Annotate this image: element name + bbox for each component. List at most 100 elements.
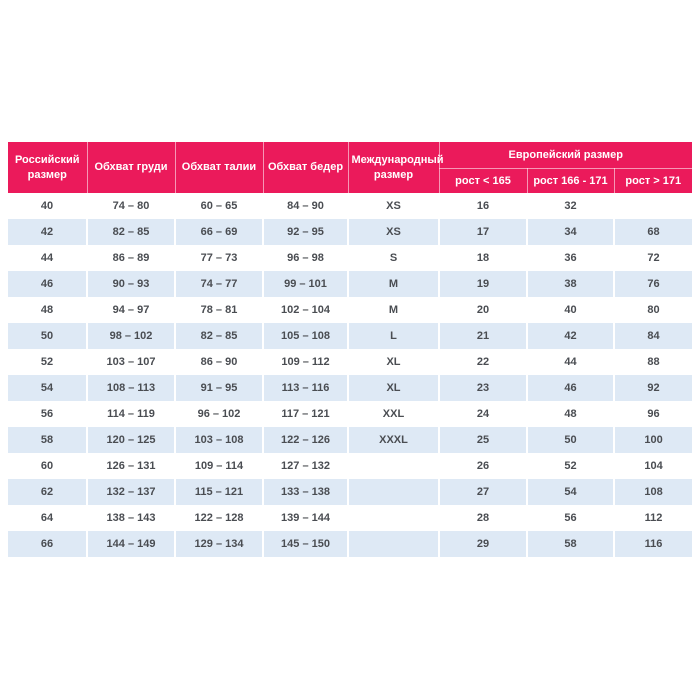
table-cell: 122 – 128 bbox=[175, 505, 264, 531]
table-cell: 129 – 134 bbox=[175, 531, 264, 557]
table-cell: 104 bbox=[614, 453, 693, 479]
table-cell: 50 bbox=[527, 427, 615, 453]
table-cell: 40 bbox=[527, 297, 615, 323]
table-cell: 132 – 137 bbox=[87, 479, 176, 505]
table-cell: 26 bbox=[439, 453, 528, 479]
table-cell: 96 – 98 bbox=[263, 245, 349, 271]
table-cell: 103 – 107 bbox=[87, 349, 176, 375]
table-cell: 94 – 97 bbox=[87, 297, 176, 323]
table-row: 48 94 – 97 78 – 81 102 – 104 M 20 40 80 bbox=[8, 297, 693, 323]
table-cell: 109 – 112 bbox=[263, 349, 349, 375]
table-cell: 126 – 131 bbox=[87, 453, 176, 479]
table-cell: 145 – 150 bbox=[263, 531, 349, 557]
table-cell: 108 bbox=[614, 479, 693, 505]
table-cell: 105 – 108 bbox=[263, 323, 349, 349]
table-cell: 27 bbox=[439, 479, 528, 505]
table-cell bbox=[348, 453, 440, 479]
table-cell: 103 – 108 bbox=[175, 427, 264, 453]
table-cell: 54 bbox=[8, 375, 88, 401]
table-row: 44 86 – 89 77 – 73 96 – 98 S 18 36 72 bbox=[8, 245, 693, 271]
table-cell: 139 – 144 bbox=[263, 505, 349, 531]
table-cell: 98 – 102 bbox=[87, 323, 176, 349]
table-cell: 133 – 138 bbox=[263, 479, 349, 505]
table-cell: 48 bbox=[8, 297, 88, 323]
table-cell: 16 bbox=[439, 193, 528, 219]
table-cell: 80 bbox=[614, 297, 693, 323]
size-chart-page: Российский размер Обхват груди Обхват та… bbox=[0, 142, 700, 700]
table-row: 54 108 – 113 91 – 95 113 – 116 XL 23 46 92 bbox=[8, 375, 693, 401]
table-cell: M bbox=[348, 297, 440, 323]
table-cell: 91 – 95 bbox=[175, 375, 264, 401]
table-cell: 60 – 65 bbox=[175, 193, 264, 219]
table-cell: 29 bbox=[439, 531, 528, 557]
table-cell: 96 bbox=[614, 401, 693, 427]
table-cell: 22 bbox=[439, 349, 528, 375]
table-cell: 58 bbox=[527, 531, 615, 557]
table-cell: 90 – 93 bbox=[87, 271, 176, 297]
table-cell: 77 – 73 bbox=[175, 245, 264, 271]
size-chart-table: Российский размер Обхват груди Обхват та… bbox=[8, 142, 693, 557]
table-cell: 52 bbox=[527, 453, 615, 479]
table-row: 50 98 – 102 82 – 85 105 – 108 L 21 42 84 bbox=[8, 323, 693, 349]
table-cell: 116 bbox=[614, 531, 693, 557]
table-cell: 34 bbox=[527, 219, 615, 245]
table-cell: 66 – 69 bbox=[175, 219, 264, 245]
table-cell: 62 bbox=[8, 479, 88, 505]
table-cell: 113 – 116 bbox=[263, 375, 349, 401]
table-cell: 28 bbox=[439, 505, 528, 531]
table-cell bbox=[614, 193, 693, 219]
table-cell: 32 bbox=[527, 193, 615, 219]
table-cell: 100 bbox=[614, 427, 693, 453]
table-cell: 60 bbox=[8, 453, 88, 479]
table-cell: 74 – 77 bbox=[175, 271, 264, 297]
table-cell: 120 – 125 bbox=[87, 427, 176, 453]
table-cell: 42 bbox=[8, 219, 88, 245]
table-cell: 54 bbox=[527, 479, 615, 505]
table-row: 56 114 – 119 96 – 102 117 – 121 XXL 24 48 96 bbox=[8, 401, 693, 427]
table-cell: 122 – 126 bbox=[263, 427, 349, 453]
table-cell: XXL bbox=[348, 401, 440, 427]
table-cell: 115 – 121 bbox=[175, 479, 264, 505]
table-cell: 86 – 89 bbox=[87, 245, 176, 271]
table-cell: 58 bbox=[8, 427, 88, 453]
table-cell: 50 bbox=[8, 323, 88, 349]
table-row: 64 138 – 143 122 – 128 139 – 144 28 56 112 bbox=[8, 505, 693, 531]
table-cell: 86 – 90 bbox=[175, 349, 264, 375]
table-row: 62 132 – 137 115 – 121 133 – 138 27 54 108 bbox=[8, 479, 693, 505]
table-row: 58 120 – 125 103 – 108 122 – 126 XXXL 25 50 100 bbox=[8, 427, 693, 453]
table-cell: 102 – 104 bbox=[263, 297, 349, 323]
table-cell: 92 bbox=[614, 375, 693, 401]
table-cell: 17 bbox=[439, 219, 528, 245]
table-cell: 64 bbox=[8, 505, 88, 531]
subcolumn-header-height-over-171: рост > 171 bbox=[614, 168, 693, 193]
table-cell: 88 bbox=[614, 349, 693, 375]
table-cell: 82 – 85 bbox=[175, 323, 264, 349]
table-cell: 92 – 95 bbox=[263, 219, 349, 245]
subcolumn-header-height-166-171: рост 166 - 171 bbox=[527, 168, 615, 193]
table-cell: 99 – 101 bbox=[263, 271, 349, 297]
table-cell: 52 bbox=[8, 349, 88, 375]
table-cell: L bbox=[348, 323, 440, 349]
table-cell: 19 bbox=[439, 271, 528, 297]
table-cell: 44 bbox=[8, 245, 88, 271]
table-cell: 96 – 102 bbox=[175, 401, 264, 427]
header-row-sub: рост < 165 рост 166 - 171 рост > 171 bbox=[8, 168, 693, 193]
table-cell: 127 – 132 bbox=[263, 453, 349, 479]
table-cell: 74 – 80 bbox=[87, 193, 176, 219]
column-group-european-size: Европейский размер bbox=[439, 142, 693, 169]
column-header-international-size: Международный размер bbox=[348, 142, 444, 193]
table-cell: 48 bbox=[527, 401, 615, 427]
table-row: 46 90 – 93 74 – 77 99 – 101 M 19 38 76 bbox=[8, 271, 693, 297]
table-cell: XXXL bbox=[348, 427, 440, 453]
table-cell: 84 bbox=[614, 323, 693, 349]
table-cell: 84 – 90 bbox=[263, 193, 349, 219]
table-cell bbox=[348, 505, 440, 531]
table-cell: 76 bbox=[614, 271, 693, 297]
table-cell: 109 – 114 bbox=[175, 453, 264, 479]
table-cell: 66 bbox=[8, 531, 88, 557]
table-cell: XL bbox=[348, 349, 440, 375]
table-cell: 46 bbox=[527, 375, 615, 401]
table-cell: 112 bbox=[614, 505, 693, 531]
table-row: 60 126 – 131 109 – 114 127 – 132 26 52 104 bbox=[8, 453, 693, 479]
table-cell: XS bbox=[348, 193, 440, 219]
